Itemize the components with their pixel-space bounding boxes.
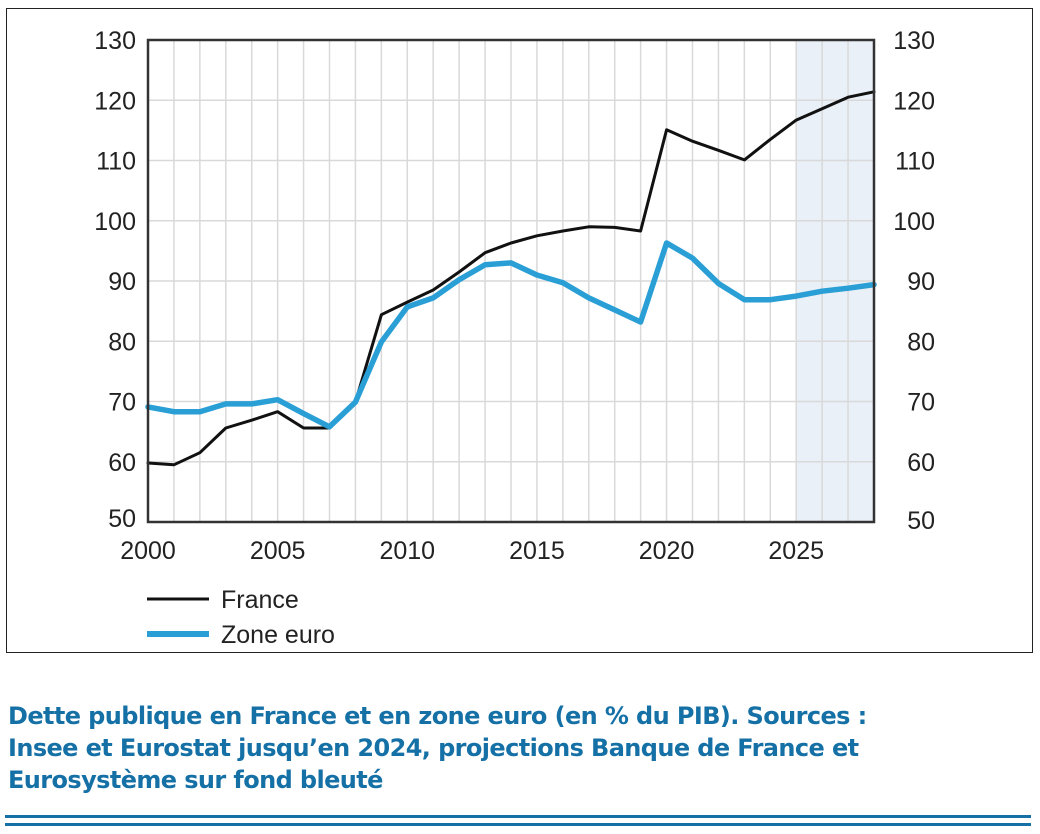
legend-label-france: France [221, 586, 299, 614]
y-tick-label-left: 60 [108, 449, 136, 477]
y-tick-label-right: 80 [907, 328, 935, 356]
figure-caption: Dette publique en France et en zone euro… [8, 700, 1028, 796]
series-line-zone-euro [145, 240, 877, 430]
x-tick-label: 2000 [120, 537, 176, 565]
y-tick-label-right: 110 [895, 148, 935, 176]
legend-label-zone-euro: Zone euro [221, 621, 335, 649]
y-tick-label-right: 130 [893, 27, 935, 55]
axis-layer [146, 38, 876, 524]
y-tick-label-left: 100 [94, 208, 136, 236]
y-tick-label-right: 90 [907, 268, 935, 296]
y-tick-label-left: 70 [108, 389, 136, 417]
x-tick-label: 2005 [250, 537, 306, 565]
y-tick-label-right: 60 [907, 449, 935, 477]
series-line-france [146, 90, 876, 467]
y-tick-label-right: 50 [907, 507, 935, 535]
plot-area-border [146, 38, 876, 524]
x-tick-label: 2025 [768, 537, 824, 565]
legend-item-zone-euro: Zone euro [147, 621, 335, 649]
y-tick-label-left: 90 [108, 268, 136, 296]
caption-rule-bottom [5, 823, 1031, 826]
chart-frame [6, 8, 1033, 653]
x-tick-label: 2010 [379, 537, 435, 565]
caption-rule-top [5, 815, 1031, 818]
caption-line-1: Dette publique en France et en zone euro… [8, 702, 867, 730]
x-tick-labels: 2000 2005 2010 2015 2020 2025 [120, 537, 824, 565]
y-tick-label-left: 120 [94, 87, 136, 115]
y-tick-labels-right: 50 60 70 80 90 100 110 120 130 [893, 27, 935, 535]
x-tick-label: 2020 [639, 537, 695, 565]
legend: France Zone euro [147, 586, 335, 649]
x-tick-label: 2015 [509, 537, 565, 565]
debt-line-chart: 50 60 70 80 90 100 110 120 130 50 60 70 80 90 100 110 1… [94, 27, 935, 649]
legend-item-france: France [147, 586, 299, 614]
y-tick-labels-left: 50 60 70 80 90 100 110 120 130 [94, 27, 136, 533]
y-tick-label-left: 130 [94, 27, 136, 55]
y-tick-label-left: 50 [108, 505, 136, 533]
y-tick-label-right: 70 [907, 389, 935, 417]
grid-layer [148, 40, 874, 522]
caption-line-3: Eurosystème sur fond bleuté [8, 766, 383, 794]
y-tick-label-left: 80 [108, 328, 136, 356]
series-layer [145, 90, 877, 467]
y-tick-label-right: 120 [893, 87, 935, 115]
y-tick-label-right: 100 [893, 208, 935, 236]
y-tick-label-left: 110 [96, 148, 136, 176]
caption-line-2: Insee et Eurostat jusqu’en 2024, project… [8, 734, 859, 762]
